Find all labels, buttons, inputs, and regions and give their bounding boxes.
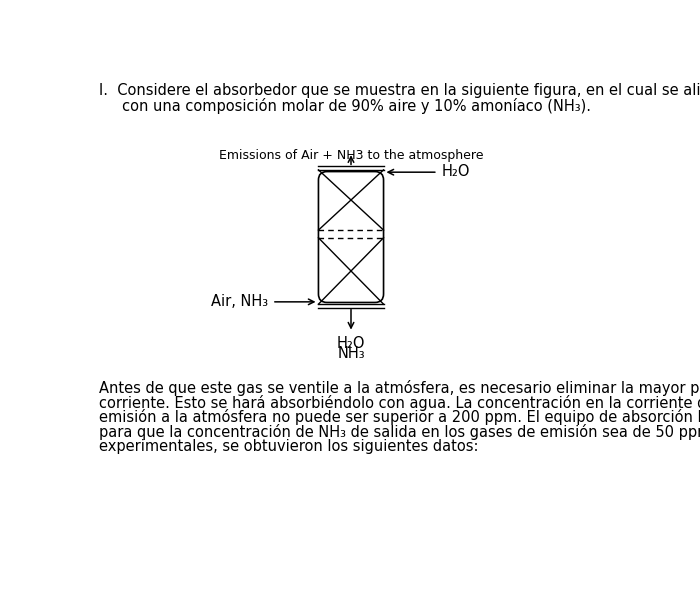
FancyBboxPatch shape: [318, 172, 384, 302]
Text: para que la concentración de NH₃ de salida en los gases de emisión sea de 50 ppm: para que la concentración de NH₃ de sali…: [99, 424, 700, 440]
Text: emisión a la atmósfera no puede ser superior a 200 ppm. El equipo de absorción h: emisión a la atmósfera no puede ser supe…: [99, 409, 700, 426]
Text: Antes de que este gas se ventile a la atmósfera, es necesario eliminar la mayor : Antes de que este gas se ventile a la at…: [99, 380, 700, 396]
Text: Emissions of Air + NH3 to the atmosphere: Emissions of Air + NH3 to the atmosphere: [218, 149, 483, 163]
Text: NH₃: NH₃: [337, 346, 365, 361]
Text: con una composición molar de 90% aire y 10% amoníaco (NH₃).: con una composición molar de 90% aire y …: [99, 98, 591, 114]
Text: H₂O: H₂O: [442, 164, 470, 179]
Text: corriente. Esto se hará absorbiéndolo con agua. La concentración en la corriente: corriente. Esto se hará absorbiéndolo co…: [99, 395, 700, 411]
Text: H₂O: H₂O: [337, 335, 365, 350]
Text: experimentales, se obtuvieron los siguientes datos:: experimentales, se obtuvieron los siguie…: [99, 439, 479, 454]
Text: Air, NH₃: Air, NH₃: [211, 294, 268, 309]
Text: I.  Considere el absorbedor que se muestra en la siguiente figura, en el cual se: I. Considere el absorbedor que se muestr…: [99, 83, 700, 98]
